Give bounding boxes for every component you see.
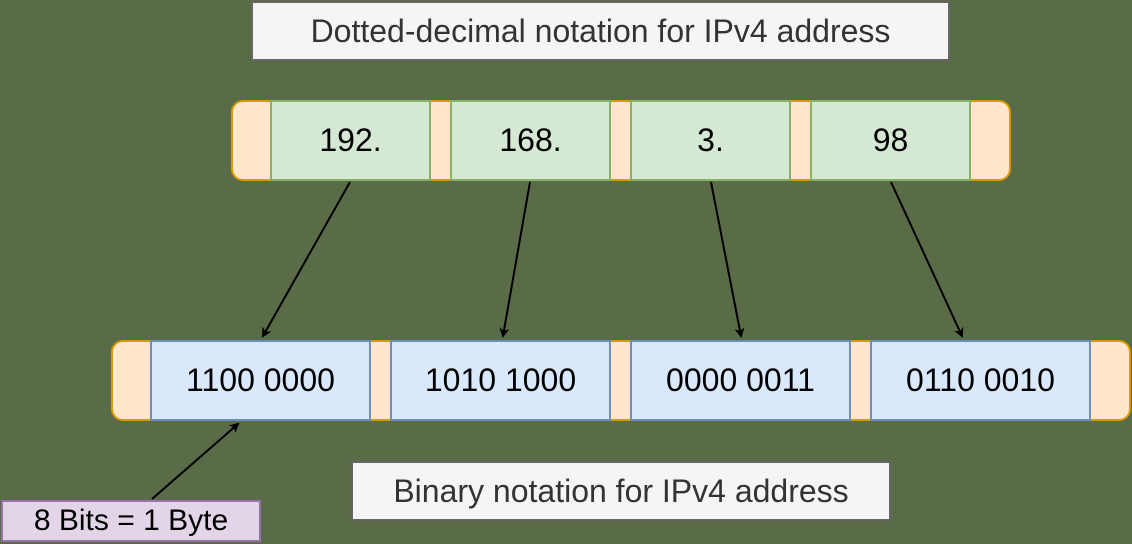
binary-octet-4-text: 0110 0010 — [906, 362, 1055, 398]
binary-octet-1-text: 1100 0000 — [186, 362, 335, 398]
binary-octet-4: 0110 0010 — [870, 340, 1091, 421]
decimal-octet-3: 3. — [630, 100, 791, 181]
arrow-octet-4 — [890, 181, 964, 338]
binary-octet-2: 1010 1000 — [390, 340, 611, 421]
decimal-octet-1: 192. — [270, 100, 431, 181]
decimal-octet-4: 98 — [810, 100, 971, 181]
binary-octet-3-text: 0000 0011 — [666, 362, 815, 398]
decimal-octet-1-text: 192. — [319, 122, 382, 158]
binary-octet-1: 1100 0000 — [150, 340, 371, 421]
arrow-octet-2 — [499, 181, 531, 338]
binary-octet-2-text: 1010 1000 — [424, 362, 577, 398]
dotted-decimal-title-text: Dotted-decimal notation for IPv4 address — [310, 12, 891, 49]
arrow-octet-3 — [710, 181, 745, 338]
arrow-octet-1 — [262, 181, 351, 338]
arrow-byte-note — [151, 422, 240, 500]
byte-note-text: 8 Bits = 1 Byte — [33, 504, 229, 537]
binary-title-text: Binary notation for IPv4 address — [393, 472, 849, 509]
decimal-octet-2: 168. — [450, 100, 611, 181]
decimal-octet-3-text: 3. — [697, 122, 724, 158]
decimal-octet-2-text: 168. — [499, 122, 562, 158]
binary-octet-3: 0000 0011 — [630, 340, 851, 421]
binary-title: Binary notation for IPv4 address — [351, 461, 891, 521]
dotted-decimal-title: Dotted-decimal notation for IPv4 address — [251, 1, 950, 61]
byte-note: 8 Bits = 1 Byte — [1, 500, 261, 542]
decimal-octet-4-text: 98 — [872, 122, 909, 158]
